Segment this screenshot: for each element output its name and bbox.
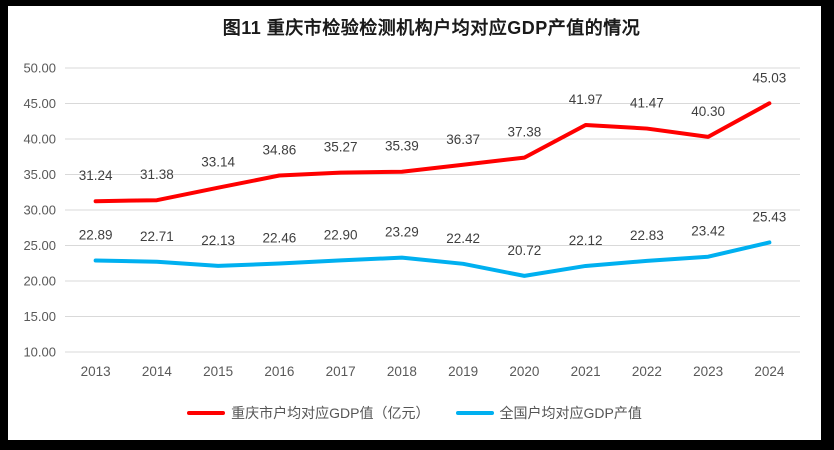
x-tick-label: 2021 <box>571 364 601 379</box>
data-label: 25.43 <box>752 209 786 224</box>
legend-item-national: 全国户均对应GDP产值 <box>455 403 642 423</box>
y-tick-label: 15.00 <box>23 309 56 324</box>
data-label: 40.30 <box>691 104 725 119</box>
x-tick-label: 2023 <box>693 364 723 379</box>
data-label: 36.37 <box>446 132 480 147</box>
data-label: 22.90 <box>324 227 358 242</box>
data-label: 33.14 <box>201 155 235 170</box>
y-tick-label: 20.00 <box>23 274 56 289</box>
data-label: 22.46 <box>262 231 296 246</box>
legend-label-chongqing: 重庆市户均对应GDP值（亿元） <box>231 405 430 421</box>
x-tick-label: 2020 <box>509 364 539 379</box>
data-label: 23.42 <box>691 224 725 239</box>
legend-item-chongqing: 重庆市户均对应GDP值（亿元） <box>187 403 430 423</box>
series-line-1 <box>93 240 772 278</box>
x-tick-label: 2015 <box>203 364 233 379</box>
data-label: 41.47 <box>630 96 664 111</box>
data-label: 41.97 <box>569 92 603 107</box>
data-label: 22.89 <box>79 227 113 242</box>
data-label: 22.42 <box>446 231 480 246</box>
data-label: 45.03 <box>752 70 786 85</box>
y-tick-label: 35.00 <box>23 167 56 182</box>
data-label: 22.83 <box>630 228 664 243</box>
series-line-0 <box>93 101 772 204</box>
legend-marker-red-line <box>187 411 226 415</box>
x-tick-label: 2018 <box>387 364 417 379</box>
data-label: 20.72 <box>507 243 541 258</box>
data-label: 22.12 <box>569 233 603 248</box>
data-label: 31.24 <box>79 168 113 183</box>
data-label: 35.39 <box>385 139 419 154</box>
plot-svg: 10.00 15.00 20.00 25.00 30.00 35.00 40.00 45.00… <box>23 61 800 379</box>
data-label: 22.71 <box>140 229 174 244</box>
data-label: 31.38 <box>140 167 174 182</box>
data-label: 23.29 <box>385 225 419 240</box>
y-tick-label: 45.00 <box>23 96 56 111</box>
chart-title: 图11 重庆市检验检测机构户均对应GDP产值的情况 <box>222 18 641 38</box>
x-tick-label: 2019 <box>448 364 478 379</box>
data-label: 35.27 <box>324 140 358 155</box>
legend-marker-blue-line <box>455 411 494 415</box>
data-label: 34.86 <box>262 142 296 157</box>
x-tick-label: 2014 <box>142 364 173 379</box>
chart-legend: 重庆市户均对应GDP值（亿元） 全国户均对应GDP产值 <box>8 403 821 423</box>
x-tick-label: 2022 <box>632 364 662 379</box>
x-tick-label: 2017 <box>326 364 356 379</box>
legend-label-national: 全国户均对应GDP产值 <box>499 405 642 421</box>
y-tick-label: 50.00 <box>23 61 56 76</box>
x-tick-label: 2013 <box>81 364 111 379</box>
y-tick-label: 40.00 <box>23 132 56 147</box>
data-label: 22.13 <box>201 233 235 248</box>
y-tick-label: 25.00 <box>23 238 56 253</box>
x-tick-label: 2016 <box>264 364 294 379</box>
y-tick-label: 30.00 <box>23 203 56 218</box>
data-label: 37.38 <box>507 125 541 140</box>
chart-surface: 图11 重庆市检验检测机构户均对应GDP产值的情况 10.00 15.00 20.0… <box>8 6 821 440</box>
x-tick-label: 2024 <box>754 364 785 379</box>
y-tick-label: 10.00 <box>23 345 56 360</box>
